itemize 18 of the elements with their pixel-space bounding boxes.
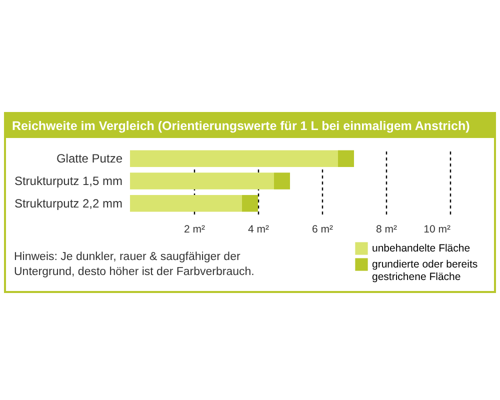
legend-label: grundierte oder bereits gestrichene Fläche	[372, 258, 478, 283]
bar	[130, 194, 242, 212]
bar	[130, 172, 274, 190]
bar	[242, 194, 258, 212]
x-tick-label: 8 m²	[376, 224, 398, 236]
x-tick-label: 4 m²	[248, 224, 270, 236]
chart-title: Reichweite im Vergleich (Orientierungswerte für 1 L bei einmaligem Anstrich)	[6, 114, 494, 138]
x-tick-label: 2 m²	[184, 224, 206, 236]
y-tick-label: Strukturputz 2,2 mm	[14, 196, 122, 210]
x-tick-label: 6 m²	[312, 224, 334, 236]
text: Hinweis: Je dunkler, rauer & saugfähiger der Untergrund, desto höher ist der Farbverbrauch.	[14, 250, 256, 280]
bar	[130, 150, 338, 168]
legend-label: unbehandelte Fläche	[372, 242, 470, 254]
bar	[338, 150, 354, 168]
bar	[274, 172, 290, 190]
y-tick-label: Glatte Putze	[56, 152, 123, 166]
x-tick-label: 10 m²	[424, 224, 451, 236]
y-tick-label: Strukturputz 1,5 mm	[14, 174, 122, 188]
